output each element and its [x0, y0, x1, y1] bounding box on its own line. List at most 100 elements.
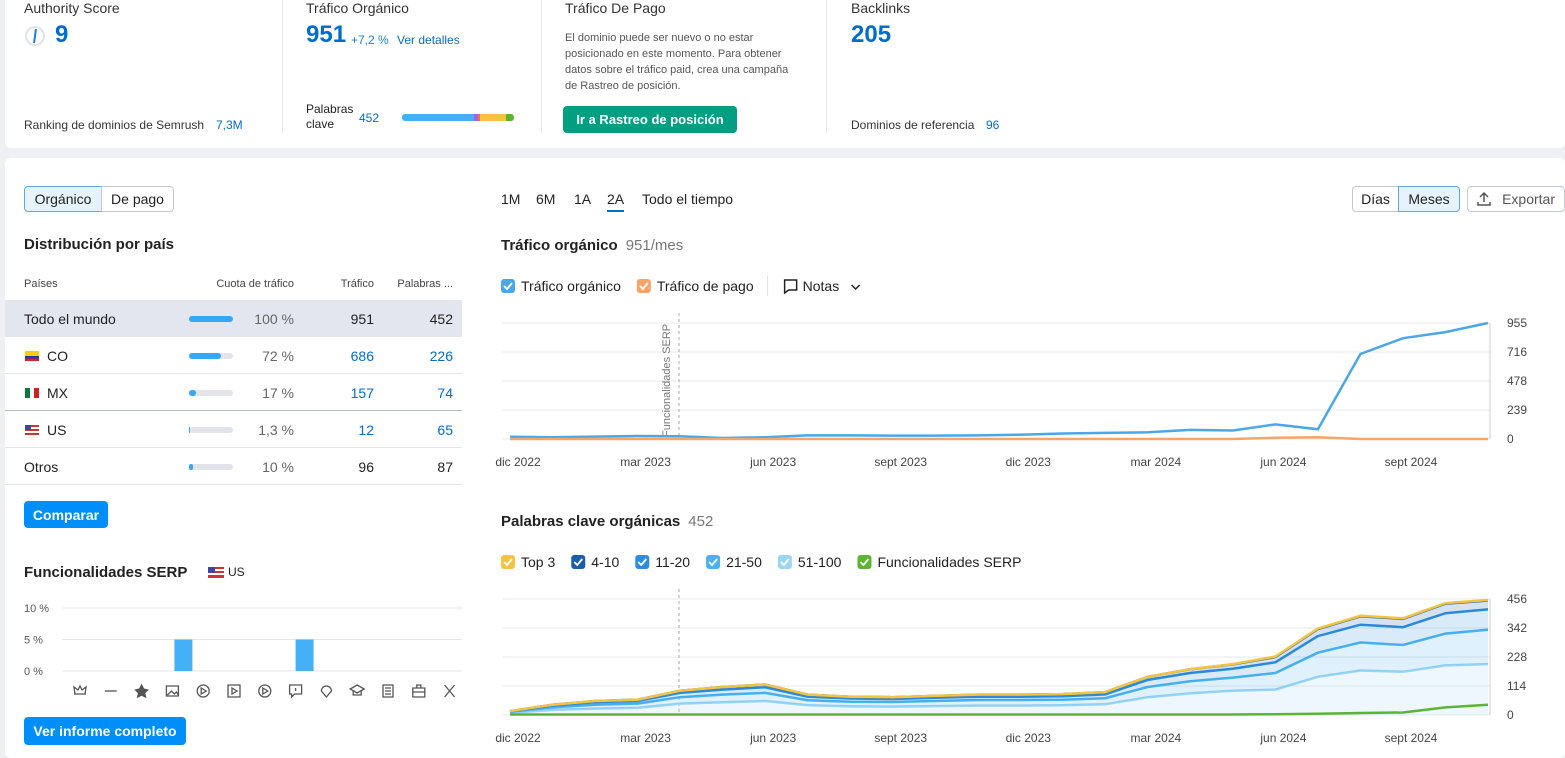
check — [708, 558, 718, 567]
y-tick-label: 0 % — [24, 666, 43, 678]
area-line — [509, 608, 1489, 713]
keywords[interactable]: 65 — [437, 422, 453, 438]
country-name: Otros — [24, 459, 59, 475]
country-name: CO — [47, 348, 68, 364]
y-tick-label: 0 — [1507, 708, 1514, 722]
x-tick-label: dic 2022 — [495, 731, 541, 745]
share-label: 10 % — [262, 459, 294, 475]
footer-label: Dominios de referencia — [851, 118, 975, 132]
share-label: 72 % — [262, 348, 294, 364]
traffic[interactable]: 686 — [350, 348, 374, 364]
share-track — [189, 427, 233, 433]
summary-card — [5, 0, 1565, 148]
legend-checkbox[interactable] — [571, 555, 586, 569]
check — [503, 282, 513, 291]
share-track — [189, 390, 233, 396]
x-tick-label: sept 2024 — [1385, 731, 1438, 745]
flag — [25, 351, 39, 361]
serp-icon — [165, 685, 180, 697]
traffic: 951 — [350, 311, 374, 327]
chart-subtitle: 452 — [688, 513, 713, 530]
metric-title: Tráfico Orgánico — [306, 0, 409, 16]
legend-label: 51-100 — [798, 554, 842, 570]
x-tick-label: sept 2023 — [874, 731, 927, 745]
tab[interactable]: Orgánico — [24, 186, 102, 212]
export-button[interactable]: Exportar — [1467, 186, 1565, 212]
serp-icon — [196, 684, 210, 698]
view-button[interactable]: Meses — [1398, 186, 1460, 212]
table-header: Países — [24, 278, 58, 290]
keywords-value: 452 — [359, 111, 380, 125]
traffic[interactable]: 157 — [350, 385, 374, 401]
table-header: Palabras ... — [397, 278, 453, 290]
legend-checkbox[interactable] — [501, 555, 515, 569]
area — [510, 609, 1488, 712]
x-tick-label: jun 2023 — [749, 455, 796, 469]
legend-label: Tráfico de pago — [657, 278, 754, 294]
notes-button[interactable]: Notas — [803, 278, 840, 294]
organic-change: +7,2 % — [351, 33, 389, 47]
serp-icon — [444, 684, 456, 698]
details-link[interactable]: Ver detalles — [397, 33, 460, 47]
range-tab[interactable]: 2A — [607, 191, 625, 212]
keywords[interactable]: 226 — [429, 348, 453, 364]
legend-checkbox[interactable] — [857, 555, 872, 569]
footer-value[interactable]: 7,3M — [216, 118, 243, 132]
serp-icon — [227, 684, 241, 698]
serp-icon — [73, 684, 87, 695]
metric-title: Backlinks — [851, 0, 911, 16]
y-tick-label: 456 — [1507, 592, 1527, 606]
compare-button[interactable]: Comparar — [24, 501, 108, 528]
chart-subtitle: 951/mes — [626, 237, 684, 254]
keywords: 87 — [437, 459, 453, 475]
range-tab[interactable]: 1A — [574, 191, 592, 207]
x-tick-label: dic 2023 — [1006, 731, 1052, 745]
area-line — [509, 662, 1489, 715]
legend-label: 21-50 — [726, 554, 762, 570]
range-tab[interactable]: Todo el tiempo — [642, 191, 734, 207]
check — [780, 558, 790, 567]
chevron — [851, 284, 861, 291]
table-header: Tráfico — [340, 278, 374, 290]
serp-icon — [258, 684, 272, 698]
country-name: US — [47, 422, 67, 438]
share-bar — [189, 427, 190, 433]
bar — [295, 639, 314, 671]
share-label: 17 % — [262, 385, 294, 401]
check — [503, 558, 513, 567]
line — [510, 703, 1489, 716]
view-button[interactable]: Días — [1352, 186, 1399, 212]
footer-value[interactable]: 96 — [986, 118, 1000, 132]
metric-title: Tráfico De Pago — [565, 0, 666, 16]
position-button[interactable]: Ir a Rastreo de posición — [563, 106, 737, 133]
serp-icon — [348, 684, 366, 696]
range-tab[interactable]: 1M — [501, 191, 521, 207]
check — [639, 282, 649, 291]
annotation: Funcionalidades SERP — [661, 324, 673, 437]
check — [573, 558, 583, 567]
y-tick-label: 342 — [1507, 621, 1527, 635]
organic-value: 951 — [306, 21, 347, 48]
serp-icon — [288, 684, 303, 699]
tab[interactable]: De pago — [101, 186, 174, 212]
report-button[interactable]: Ver informe completo — [24, 717, 186, 745]
traffic[interactable]: 12 — [358, 422, 374, 438]
share-label: 1,3 % — [258, 422, 294, 438]
serp-icon — [134, 683, 149, 699]
divider — [282, 0, 283, 133]
bar — [174, 639, 193, 671]
legend-checkbox[interactable] — [706, 555, 721, 569]
area-line — [509, 598, 1489, 713]
legend-checkbox[interactable] — [635, 555, 650, 569]
range-tab[interactable]: 6M — [536, 191, 556, 207]
y-tick-label: 716 — [1507, 345, 1527, 359]
legend-label: 11-20 — [655, 554, 690, 570]
keywords[interactable]: 74 — [437, 385, 453, 401]
legend-checkbox[interactable] — [777, 555, 792, 569]
divider — [826, 0, 827, 133]
x-tick-label: sept 2023 — [874, 455, 927, 469]
x-tick-label: jun 2023 — [749, 731, 796, 745]
legend-checkbox[interactable] — [501, 279, 515, 293]
legend-checkbox[interactable] — [636, 279, 651, 293]
legend-label: Funcionalidades SERP — [877, 554, 1021, 570]
